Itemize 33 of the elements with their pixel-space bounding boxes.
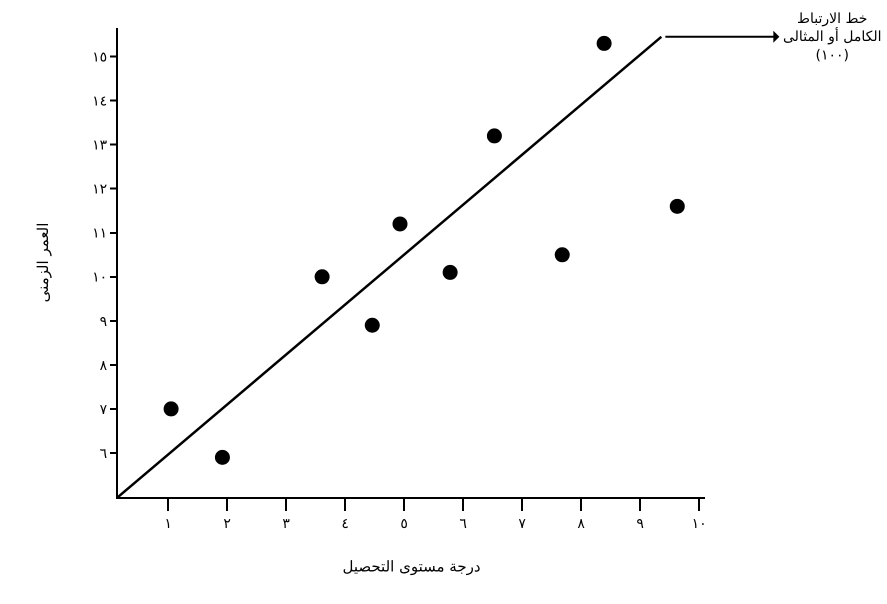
x-axis-title: درجة مستوى التحصيل <box>342 557 481 576</box>
y-tick-label: ١٤ <box>92 94 108 110</box>
point <box>214 450 230 465</box>
y-tick-label: ٩ <box>100 314 108 330</box>
point <box>314 269 330 284</box>
x-tick-label: ١٠ <box>692 516 707 532</box>
x-tick-label: ٢ <box>223 516 231 532</box>
point <box>596 36 612 51</box>
point <box>442 264 458 280</box>
x-tick-label: ٨ <box>577 516 586 532</box>
point <box>554 247 570 262</box>
y-tick-label: ٦ <box>100 446 108 462</box>
y-tick-label: ١١ <box>92 226 108 242</box>
annotation: خط الارتباط الكامل أو المثالى (١٠٠) <box>783 11 882 64</box>
x-tick-label: ٩ <box>636 516 644 532</box>
x-tick-label: ٥ <box>400 516 408 532</box>
point <box>164 401 179 416</box>
y-tick-label: ١٠ <box>92 270 108 286</box>
y-tick-label: ٨ <box>100 358 108 374</box>
x-tick-label: ٣ <box>282 516 290 532</box>
y-tick-label: ١٥ <box>92 50 108 66</box>
point <box>364 318 380 333</box>
point <box>670 198 685 214</box>
x-tick-label: ٧ <box>518 516 526 532</box>
x-tick-label: ٦ <box>459 516 467 532</box>
y-tick-label: ١٣ <box>92 138 108 154</box>
point <box>392 216 408 232</box>
y-axis-title: العمر الزمنى <box>34 222 52 302</box>
x-tick-label: ٤ <box>341 516 349 532</box>
y-tick-label: ٧ <box>100 402 108 418</box>
point <box>486 128 502 144</box>
x-tick-label: ١ <box>164 516 172 532</box>
y-tick-label: ١٢ <box>92 182 108 198</box>
